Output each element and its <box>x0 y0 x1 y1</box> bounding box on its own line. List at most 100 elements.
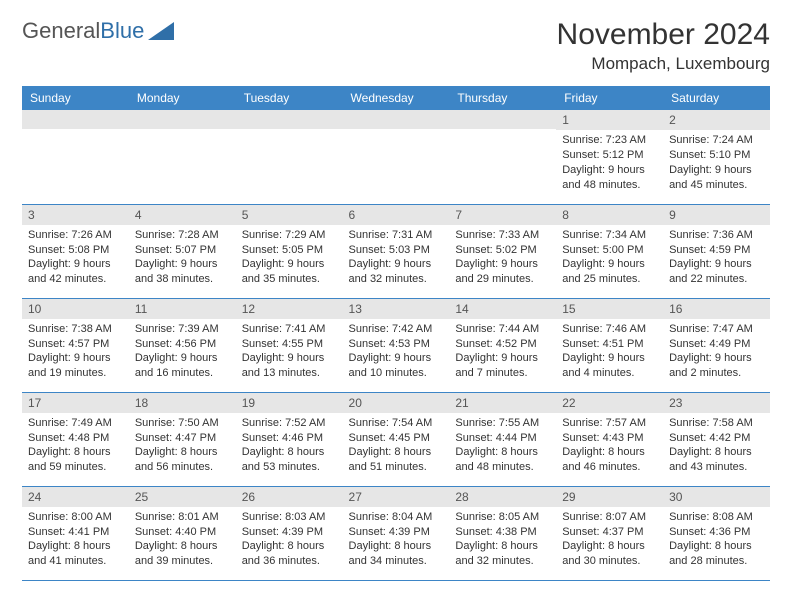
sunrise-text: Sunrise: 7:34 AM <box>562 228 657 243</box>
month-title: November 2024 <box>557 18 770 52</box>
day-cell: 13Sunrise: 7:42 AMSunset: 4:53 PMDayligh… <box>343 298 450 392</box>
day-cell: 23Sunrise: 7:58 AMSunset: 4:42 PMDayligh… <box>663 392 770 486</box>
day-body: Sunrise: 8:03 AMSunset: 4:39 PMDaylight:… <box>236 507 343 572</box>
sunset-text: Sunset: 5:10 PM <box>669 148 764 163</box>
sunrise-text: Sunrise: 8:04 AM <box>349 510 444 525</box>
day-number: 18 <box>129 393 236 413</box>
day-body: Sunrise: 7:46 AMSunset: 4:51 PMDaylight:… <box>556 319 663 384</box>
day-number: 20 <box>343 393 450 413</box>
sunrise-text: Sunrise: 7:24 AM <box>669 133 764 148</box>
day-header-thursday: Thursday <box>449 86 556 110</box>
day-cell: 30Sunrise: 8:08 AMSunset: 4:36 PMDayligh… <box>663 486 770 580</box>
daylight-text: Daylight: 8 hours and 39 minutes. <box>135 539 230 569</box>
sunrise-text: Sunrise: 8:01 AM <box>135 510 230 525</box>
day-body: Sunrise: 7:24 AMSunset: 5:10 PMDaylight:… <box>663 130 770 195</box>
sunset-text: Sunset: 4:45 PM <box>349 431 444 446</box>
sunrise-text: Sunrise: 7:31 AM <box>349 228 444 243</box>
sunset-text: Sunset: 4:36 PM <box>669 525 764 540</box>
daylight-text: Daylight: 9 hours and 10 minutes. <box>349 351 444 381</box>
day-cell: 17Sunrise: 7:49 AMSunset: 4:48 PMDayligh… <box>22 392 129 486</box>
daylight-text: Daylight: 8 hours and 56 minutes. <box>135 445 230 475</box>
sunset-text: Sunset: 4:43 PM <box>562 431 657 446</box>
day-cell: 2Sunrise: 7:24 AMSunset: 5:10 PMDaylight… <box>663 110 770 204</box>
empty-day <box>449 110 556 129</box>
page-header: GeneralBlue November 2024 Mompach, Luxem… <box>22 18 770 74</box>
day-number: 22 <box>556 393 663 413</box>
sunset-text: Sunset: 4:44 PM <box>455 431 550 446</box>
sunrise-text: Sunrise: 7:47 AM <box>669 322 764 337</box>
day-number: 17 <box>22 393 129 413</box>
sunset-text: Sunset: 4:55 PM <box>242 337 337 352</box>
sunset-text: Sunset: 5:12 PM <box>562 148 657 163</box>
day-body: Sunrise: 7:55 AMSunset: 4:44 PMDaylight:… <box>449 413 556 478</box>
sunset-text: Sunset: 5:05 PM <box>242 243 337 258</box>
day-number: 8 <box>556 205 663 225</box>
day-cell: 21Sunrise: 7:55 AMSunset: 4:44 PMDayligh… <box>449 392 556 486</box>
sunrise-text: Sunrise: 7:41 AM <box>242 322 337 337</box>
logo: GeneralBlue <box>22 18 174 44</box>
day-number: 1 <box>556 110 663 130</box>
day-cell: 4Sunrise: 7:28 AMSunset: 5:07 PMDaylight… <box>129 204 236 298</box>
day-header-wednesday: Wednesday <box>343 86 450 110</box>
sunrise-text: Sunrise: 7:39 AM <box>135 322 230 337</box>
day-body: Sunrise: 8:05 AMSunset: 4:38 PMDaylight:… <box>449 507 556 572</box>
sunrise-text: Sunrise: 7:50 AM <box>135 416 230 431</box>
daylight-text: Daylight: 9 hours and 38 minutes. <box>135 257 230 287</box>
day-body: Sunrise: 7:41 AMSunset: 4:55 PMDaylight:… <box>236 319 343 384</box>
daylight-text: Daylight: 9 hours and 45 minutes. <box>669 163 764 193</box>
day-number: 16 <box>663 299 770 319</box>
day-body: Sunrise: 7:34 AMSunset: 5:00 PMDaylight:… <box>556 225 663 290</box>
day-body: Sunrise: 7:29 AMSunset: 5:05 PMDaylight:… <box>236 225 343 290</box>
day-header-sunday: Sunday <box>22 86 129 110</box>
daylight-text: Daylight: 8 hours and 46 minutes. <box>562 445 657 475</box>
day-cell: 12Sunrise: 7:41 AMSunset: 4:55 PMDayligh… <box>236 298 343 392</box>
day-body: Sunrise: 7:36 AMSunset: 4:59 PMDaylight:… <box>663 225 770 290</box>
sunset-text: Sunset: 4:57 PM <box>28 337 123 352</box>
sunrise-text: Sunrise: 7:58 AM <box>669 416 764 431</box>
day-number: 3 <box>22 205 129 225</box>
daylight-text: Daylight: 8 hours and 48 minutes. <box>455 445 550 475</box>
day-cell: 27Sunrise: 8:04 AMSunset: 4:39 PMDayligh… <box>343 486 450 580</box>
sunset-text: Sunset: 4:39 PM <box>242 525 337 540</box>
sunset-text: Sunset: 4:41 PM <box>28 525 123 540</box>
daylight-text: Daylight: 8 hours and 59 minutes. <box>28 445 123 475</box>
logo-text-2: Blue <box>100 18 144 44</box>
day-cell: 1Sunrise: 7:23 AMSunset: 5:12 PMDaylight… <box>556 110 663 204</box>
day-body: Sunrise: 7:49 AMSunset: 4:48 PMDaylight:… <box>22 413 129 478</box>
day-number: 9 <box>663 205 770 225</box>
sunrise-text: Sunrise: 7:28 AM <box>135 228 230 243</box>
empty-day <box>129 110 236 129</box>
daylight-text: Daylight: 8 hours and 51 minutes. <box>349 445 444 475</box>
daylight-text: Daylight: 9 hours and 16 minutes. <box>135 351 230 381</box>
day-number: 24 <box>22 487 129 507</box>
day-number: 15 <box>556 299 663 319</box>
daylight-text: Daylight: 8 hours and 53 minutes. <box>242 445 337 475</box>
week-row: 1Sunrise: 7:23 AMSunset: 5:12 PMDaylight… <box>22 110 770 204</box>
day-body: Sunrise: 7:23 AMSunset: 5:12 PMDaylight:… <box>556 130 663 195</box>
sunrise-text: Sunrise: 7:46 AM <box>562 322 657 337</box>
day-number: 5 <box>236 205 343 225</box>
day-number: 26 <box>236 487 343 507</box>
day-cell: 15Sunrise: 7:46 AMSunset: 4:51 PMDayligh… <box>556 298 663 392</box>
day-body: Sunrise: 7:38 AMSunset: 4:57 PMDaylight:… <box>22 319 129 384</box>
day-number: 27 <box>343 487 450 507</box>
daylight-text: Daylight: 8 hours and 32 minutes. <box>455 539 550 569</box>
daylight-text: Daylight: 9 hours and 13 minutes. <box>242 351 337 381</box>
day-header-saturday: Saturday <box>663 86 770 110</box>
sunrise-text: Sunrise: 8:08 AM <box>669 510 764 525</box>
week-row: 10Sunrise: 7:38 AMSunset: 4:57 PMDayligh… <box>22 298 770 392</box>
day-header-tuesday: Tuesday <box>236 86 343 110</box>
sunrise-text: Sunrise: 7:49 AM <box>28 416 123 431</box>
location: Mompach, Luxembourg <box>557 54 770 74</box>
sunset-text: Sunset: 4:53 PM <box>349 337 444 352</box>
day-cell: 9Sunrise: 7:36 AMSunset: 4:59 PMDaylight… <box>663 204 770 298</box>
sunrise-text: Sunrise: 8:05 AM <box>455 510 550 525</box>
calendar-table: SundayMondayTuesdayWednesdayThursdayFrid… <box>22 86 770 581</box>
day-number: 23 <box>663 393 770 413</box>
daylight-text: Daylight: 8 hours and 30 minutes. <box>562 539 657 569</box>
day-body: Sunrise: 7:39 AMSunset: 4:56 PMDaylight:… <box>129 319 236 384</box>
sunset-text: Sunset: 4:59 PM <box>669 243 764 258</box>
empty-day <box>343 110 450 129</box>
day-number: 4 <box>129 205 236 225</box>
daylight-text: Daylight: 8 hours and 34 minutes. <box>349 539 444 569</box>
